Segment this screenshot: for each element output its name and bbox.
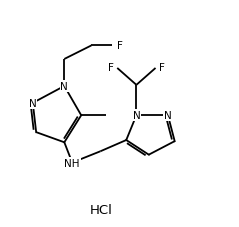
Text: F: F xyxy=(117,41,123,51)
Text: N: N xyxy=(29,99,37,108)
Text: N: N xyxy=(60,82,68,91)
Text: F: F xyxy=(108,63,114,72)
Text: N: N xyxy=(132,111,140,121)
Text: F: F xyxy=(159,63,165,72)
Text: HCl: HCl xyxy=(90,203,113,216)
Text: NH: NH xyxy=(65,158,80,168)
Text: N: N xyxy=(164,111,172,121)
